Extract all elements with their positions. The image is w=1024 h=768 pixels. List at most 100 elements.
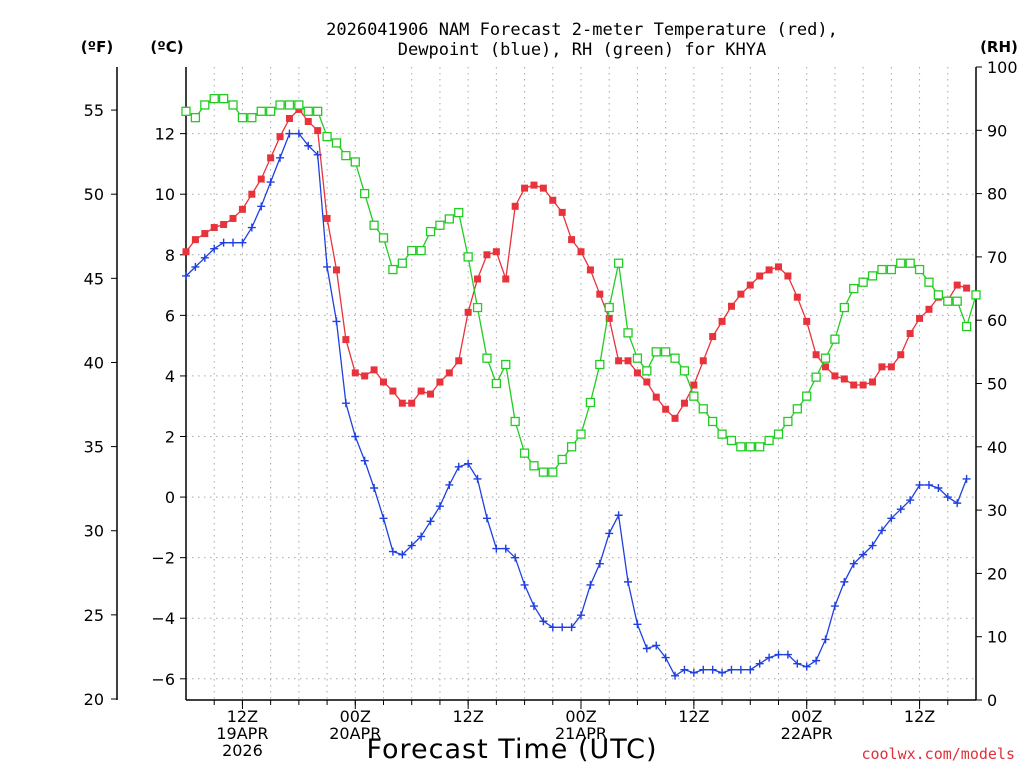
dewpoint-point [191, 262, 200, 271]
dewpoint-point [182, 271, 190, 280]
rh-tick-label: 90 [987, 121, 1007, 140]
fahrenheit-tick-label: 50 [84, 185, 104, 204]
rh-point [717, 429, 727, 439]
rh-tick-label: 50 [987, 375, 1007, 394]
dewpoint-point [482, 514, 491, 523]
dewpoint-point [511, 553, 520, 562]
rh-point [820, 353, 831, 363]
rh-point [905, 258, 915, 268]
rh-point [839, 302, 849, 313]
rh-point [181, 106, 191, 116]
dewpoint-point [426, 517, 435, 526]
temperature-point [662, 405, 670, 413]
gridlines [186, 67, 976, 700]
rh-point [886, 264, 897, 275]
temperature-point [746, 281, 754, 289]
dewpoint-point [351, 432, 360, 441]
fahrenheit-axis: 20 25 30 35 40 45 50 55 [84, 101, 117, 709]
rh-point [472, 302, 483, 313]
rh-point [341, 150, 351, 161]
dewpoint-point [276, 153, 285, 162]
rh-point [218, 94, 229, 104]
rh-tick-label: 0 [987, 691, 997, 710]
temperature-point [793, 293, 801, 301]
time-tick-label: 00Z [791, 707, 822, 726]
rh-point [764, 435, 774, 446]
rh-point [773, 429, 784, 439]
dewpoint-point [924, 480, 933, 489]
rh-point [651, 347, 661, 357]
rh-point [397, 258, 407, 268]
temperature-point [643, 378, 651, 386]
rh-point [698, 404, 708, 414]
rh-tick-label: 10 [987, 628, 1007, 647]
dewpoint-point [473, 474, 482, 483]
rh-point [322, 131, 332, 142]
temperature-point [840, 375, 848, 383]
rh-point [294, 100, 304, 110]
rh-point [726, 435, 737, 446]
dewpoint-point [332, 317, 341, 326]
fahrenheit-tick-label: 35 [84, 438, 104, 457]
dewpoint-point [802, 662, 811, 671]
dewpoint-point [783, 650, 792, 659]
dewpoint-line [185, 132, 968, 677]
rh-point [519, 448, 530, 458]
dewpoint-point [586, 580, 595, 589]
temperature-point [380, 378, 387, 386]
rh-point [388, 264, 398, 275]
dewpoint-point [962, 474, 971, 483]
dewpoint-point [689, 668, 698, 677]
temperature-point [351, 369, 359, 377]
rh-point [425, 226, 436, 237]
time-tick-label: 2026 [222, 741, 263, 760]
rh-point [736, 442, 746, 452]
dewpoint-point [304, 141, 313, 150]
celsius-tick-label: −4 [151, 609, 175, 628]
temperature-point [633, 369, 641, 377]
rh-point [538, 467, 549, 477]
dewpoint-point [417, 532, 426, 541]
celsius-tick-label: 4 [165, 367, 175, 386]
time-tick-label: 21APR [555, 724, 607, 743]
temperature-point [897, 351, 905, 359]
temperature-point [624, 357, 632, 365]
temperature-point [718, 317, 726, 325]
temperature-point [765, 266, 773, 274]
rh-point [350, 157, 360, 167]
rh-point [670, 353, 680, 363]
dewpoint-point [247, 223, 256, 232]
dewpoint-point [464, 459, 473, 468]
temperature-point [389, 387, 397, 395]
rh-tick-label: 40 [987, 438, 1007, 457]
temperature-point [699, 357, 707, 365]
celsius-axis: −6 −4 −2 0 2 4 6 8 10 12 [151, 125, 186, 689]
rh-tick-label: 30 [987, 501, 1007, 520]
rh-point [265, 106, 276, 116]
temperature-point [220, 220, 228, 228]
rh-point [933, 290, 944, 300]
temperature-point [474, 275, 482, 283]
rh-point [454, 207, 464, 218]
rh-point [200, 100, 210, 110]
dewpoint-point [642, 644, 651, 653]
rh-point [585, 397, 596, 408]
temperature-point [191, 236, 199, 244]
rh-point [689, 391, 699, 401]
dewpoint-point [859, 550, 868, 559]
temperature-point [878, 363, 886, 371]
rh-point [482, 353, 492, 363]
rh-point [877, 264, 887, 275]
dewpoint-point [633, 620, 642, 629]
rh-point [914, 264, 925, 275]
temperature-point [248, 190, 256, 198]
rh-point [444, 214, 454, 224]
dewpoint-point [379, 514, 388, 523]
fahrenheit-tick-label: 20 [84, 690, 104, 709]
temperature-point [398, 399, 406, 407]
rh-tick-label: 60 [987, 311, 1007, 330]
temperature-point [887, 363, 895, 371]
rh-point [632, 353, 643, 363]
temperature-point [323, 214, 331, 222]
